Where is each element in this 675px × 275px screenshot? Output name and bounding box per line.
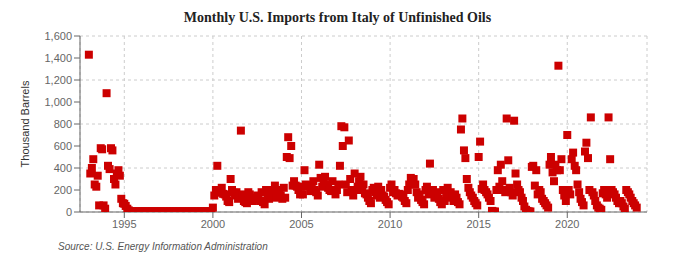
svg-text:Thousand Barrels: Thousand Barrels — [19, 80, 31, 167]
svg-text:1,200: 1,200 — [44, 74, 72, 86]
svg-text:600: 600 — [54, 140, 72, 152]
html-text:Monthly U.S. Imports from Ital: Monthly U.S. Imports from Italy of Unfin… — [183, 10, 492, 25]
svg-text:2015: 2015 — [466, 218, 490, 230]
svg-text:2010: 2010 — [378, 218, 402, 230]
svg-text:800: 800 — [54, 118, 72, 130]
svg-text:2005: 2005 — [289, 218, 313, 230]
svg-text:400: 400 — [54, 162, 72, 174]
svg-text:2020: 2020 — [555, 218, 579, 230]
html-text:Source: U.S. Energy Informatio: Source: U.S. Energy Information Administ… — [58, 241, 268, 252]
svg-text:200: 200 — [54, 184, 72, 196]
svg-text:1,000: 1,000 — [44, 96, 72, 108]
svg-text:1,600: 1,600 — [44, 30, 72, 42]
svg-text:2000: 2000 — [201, 218, 225, 230]
svg-text:1,400: 1,400 — [44, 52, 72, 64]
svg-text:1995: 1995 — [112, 218, 136, 230]
svg-text:0: 0 — [66, 206, 72, 218]
